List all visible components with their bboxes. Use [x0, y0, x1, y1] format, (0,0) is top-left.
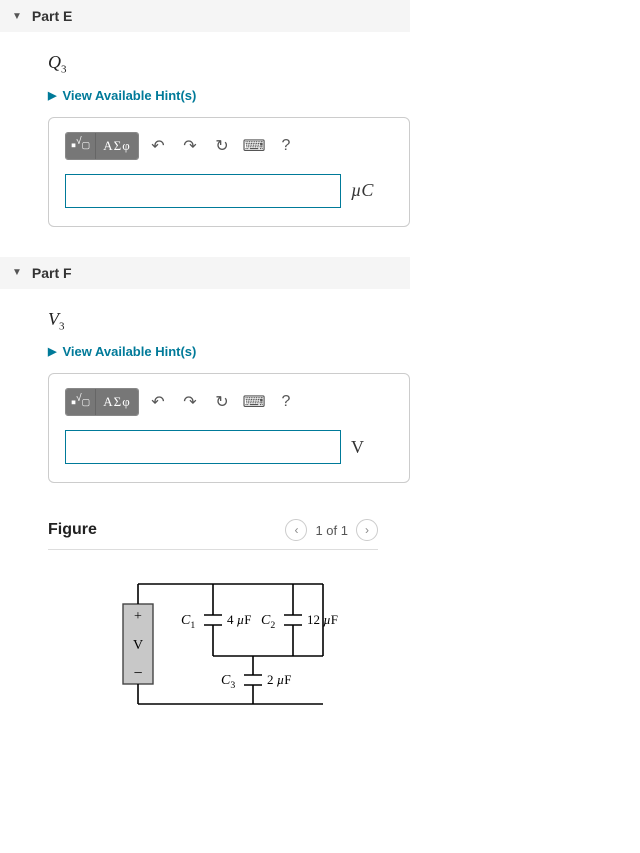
svg-text:12 µF: 12 µF: [307, 612, 338, 627]
hints-label: View Available Hint(s): [62, 344, 196, 359]
figure-pager: ‹ 1 of 1 ›: [285, 519, 378, 541]
greek-button[interactable]: ΑΣφ: [96, 133, 138, 159]
reset-button[interactable]: ↻: [209, 389, 235, 415]
circuit-diagram: + − V C1 4 µF C2 12 µF C3 2 µF: [63, 564, 363, 724]
figure-prev-button[interactable]: ‹: [285, 519, 307, 541]
undo-button[interactable]: ↶: [145, 133, 171, 159]
redo-button[interactable]: ↷: [177, 133, 203, 159]
part-f-body: V3 ▶ View Available Hint(s) ▪√▢ ΑΣφ ↶ ↷ …: [0, 289, 640, 514]
hints-toggle[interactable]: ▶ View Available Hint(s): [48, 344, 640, 359]
hints-toggle[interactable]: ▶ View Available Hint(s): [48, 88, 640, 103]
toolbar-e: ▪√▢ ΑΣφ ↶ ↷ ↻ ⌨ ?: [65, 132, 393, 160]
figure-next-button[interactable]: ›: [356, 519, 378, 541]
part-e-header[interactable]: ▼ Part E: [0, 0, 410, 32]
unit-label-e: µC: [351, 180, 373, 201]
chevron-down-icon: ▼: [12, 11, 22, 22]
undo-button[interactable]: ↶: [145, 389, 171, 415]
hints-label: View Available Hint(s): [62, 88, 196, 103]
part-e-body: Q3 ▶ View Available Hint(s) ▪√▢ ΑΣφ ↶ ↷ …: [0, 32, 640, 257]
toolbar-f: ▪√▢ ΑΣφ ↶ ↷ ↻ ⌨ ?: [65, 388, 393, 416]
part-e-variable: Q3: [48, 52, 640, 76]
templates-button[interactable]: ▪√▢: [66, 133, 96, 159]
answer-input-e[interactable]: [65, 174, 341, 208]
part-e-title: Part E: [32, 8, 72, 24]
help-button[interactable]: ?: [273, 133, 299, 159]
keyboard-button[interactable]: ⌨: [241, 389, 267, 415]
unit-label-f: V: [351, 437, 364, 458]
answer-input-f[interactable]: [65, 430, 341, 464]
svg-text:C1: C1: [181, 613, 195, 631]
chevron-down-icon: ▼: [12, 267, 22, 278]
figure-panel: Figure ‹ 1 of 1 › + − V C1 4 µF C2 12 µF C3 2 µF: [48, 513, 378, 724]
reset-button[interactable]: ↻: [209, 133, 235, 159]
templates-button[interactable]: ▪√▢: [66, 389, 96, 415]
redo-button[interactable]: ↷: [177, 389, 203, 415]
chevron-right-icon: ▶: [48, 345, 56, 358]
part-f-header[interactable]: ▼ Part F: [0, 257, 410, 289]
svg-text:C2: C2: [261, 613, 275, 631]
answer-box-f: ▪√▢ ΑΣφ ↶ ↷ ↻ ⌨ ? V: [48, 373, 410, 483]
svg-text:V: V: [133, 638, 143, 653]
figure-page-label: 1 of 1: [315, 523, 348, 538]
svg-text:4 µF: 4 µF: [227, 612, 251, 627]
figure-title: Figure: [48, 521, 97, 539]
svg-text:C3: C3: [221, 673, 235, 691]
greek-button[interactable]: ΑΣφ: [96, 389, 138, 415]
part-f-title: Part F: [32, 265, 72, 281]
help-button[interactable]: ?: [273, 389, 299, 415]
svg-text:2 µF: 2 µF: [267, 672, 291, 687]
part-f-variable: V3: [48, 309, 640, 333]
svg-text:−: −: [133, 665, 142, 682]
answer-box-e: ▪√▢ ΑΣφ ↶ ↷ ↻ ⌨ ? µC: [48, 117, 410, 227]
keyboard-button[interactable]: ⌨: [241, 133, 267, 159]
svg-text:+: +: [134, 609, 142, 624]
chevron-right-icon: ▶: [48, 89, 56, 102]
